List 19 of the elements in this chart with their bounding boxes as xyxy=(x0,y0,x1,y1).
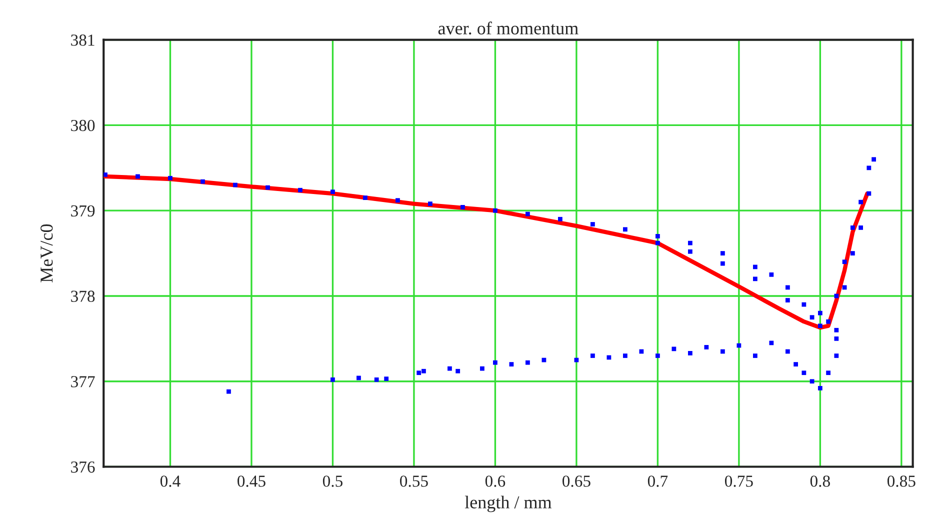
x-tick-label: 0.45 xyxy=(238,476,266,487)
y-tick-label: 381 xyxy=(71,34,94,46)
x-tick-label: 0.65 xyxy=(562,476,590,487)
x-tick-label: 0.7 xyxy=(648,476,668,487)
chart-title: aver. of momentum xyxy=(438,22,578,35)
y-tick-label: 380 xyxy=(71,120,95,132)
x-axis-title: length / mm xyxy=(464,496,552,512)
x-tick-label: 0.8 xyxy=(810,476,830,487)
x-tick-label: 0.75 xyxy=(724,476,753,487)
y-tick-label: 377 xyxy=(71,376,95,388)
y-tick-label: 378 xyxy=(71,290,95,302)
x-tick-label: 0.55 xyxy=(400,476,428,487)
y-axis-title: MeV/c0 xyxy=(40,224,53,282)
y-tick-label: 376 xyxy=(71,461,95,473)
x-tick-label: 0.5 xyxy=(322,476,342,487)
y-tick-label: 379 xyxy=(71,205,95,217)
x-tick-label: 0.4 xyxy=(160,476,180,487)
x-tick-label: 0.6 xyxy=(485,476,506,487)
x-tick-label: 0.85 xyxy=(887,476,916,487)
